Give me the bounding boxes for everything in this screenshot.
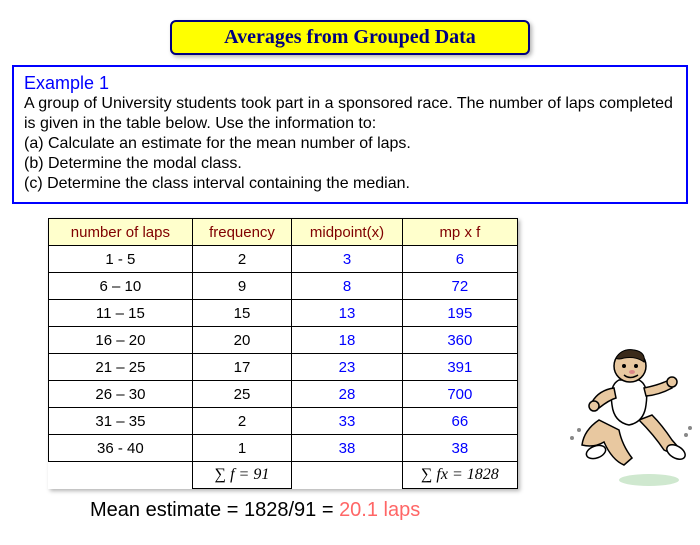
table-sum-row: ∑ f = 91 ∑ fx = 1828: [49, 462, 518, 489]
cell-mpxf: 72: [402, 273, 517, 300]
table-row: 11 – 151513195: [49, 300, 518, 327]
mean-prefix: Mean estimate = 1828/91 =: [90, 499, 339, 521]
cell-laps: 36 - 40: [49, 435, 193, 462]
cell-mpxf: 195: [402, 300, 517, 327]
table-header-row: number of laps frequency midpoint(x) mp …: [49, 219, 518, 246]
example-box: Example 1 A group of University students…: [12, 65, 688, 204]
data-table-wrap: number of laps frequency midpoint(x) mp …: [48, 218, 518, 489]
cell-frequency: 15: [192, 300, 291, 327]
cell-mpxf: 360: [402, 327, 517, 354]
table-row: 31 – 3523366: [49, 408, 518, 435]
cell-mpxf: 6: [402, 246, 517, 273]
table-row: 6 – 109872: [49, 273, 518, 300]
cell-frequency: 17: [192, 354, 291, 381]
cell-mpxf: 391: [402, 354, 517, 381]
table-row: 21 – 251723391: [49, 354, 518, 381]
cell-laps: 11 – 15: [49, 300, 193, 327]
cell-frequency: 9: [192, 273, 291, 300]
cell-mpxf: 38: [402, 435, 517, 462]
cell-midpoint: 38: [292, 435, 403, 462]
runner-icon: [564, 330, 694, 490]
cell-laps: 16 – 20: [49, 327, 193, 354]
data-table: number of laps frequency midpoint(x) mp …: [48, 218, 518, 489]
sum-f: ∑ f = 91: [192, 462, 291, 489]
cell-laps: 31 – 35: [49, 408, 193, 435]
cell-frequency: 2: [192, 246, 291, 273]
example-part-c: (c) Determine the class interval contain…: [24, 174, 676, 194]
example-part-a: (a) Calculate an estimate for the mean n…: [24, 134, 676, 154]
cell-midpoint: 33: [292, 408, 403, 435]
title-banner: Averages from Grouped Data: [170, 20, 530, 55]
header-midpoint: midpoint(x): [292, 219, 403, 246]
cell-laps: 21 – 25: [49, 354, 193, 381]
cell-frequency: 2: [192, 408, 291, 435]
cell-laps: 1 - 5: [49, 246, 193, 273]
sum-fx: ∑ fx = 1828: [402, 462, 517, 489]
cell-midpoint: 8: [292, 273, 403, 300]
cell-frequency: 1: [192, 435, 291, 462]
header-frequency: frequency: [192, 219, 291, 246]
example-part-b: (b) Determine the modal class.: [24, 154, 676, 174]
header-mpxf: mp x f: [402, 219, 517, 246]
cell-midpoint: 18: [292, 327, 403, 354]
table-row: 16 – 202018360: [49, 327, 518, 354]
cell-midpoint: 13: [292, 300, 403, 327]
table-row: 26 – 302528700: [49, 381, 518, 408]
header-laps: number of laps: [49, 219, 193, 246]
mean-estimate: Mean estimate = 1828/91 = 20.1 laps: [90, 499, 700, 522]
cell-midpoint: 3: [292, 246, 403, 273]
table-row: 36 - 4013838: [49, 435, 518, 462]
table-row: 1 - 5236: [49, 246, 518, 273]
cell-laps: 26 – 30: [49, 381, 193, 408]
page-title: Averages from Grouped Data: [224, 26, 476, 48]
cell-frequency: 25: [192, 381, 291, 408]
cell-midpoint: 23: [292, 354, 403, 381]
mean-result: 20.1 laps: [339, 499, 420, 521]
cell-mpxf: 66: [402, 408, 517, 435]
cell-laps: 6 – 10: [49, 273, 193, 300]
example-heading: Example 1: [24, 73, 676, 94]
cell-frequency: 20: [192, 327, 291, 354]
cell-midpoint: 28: [292, 381, 403, 408]
example-intro: A group of University students took part…: [24, 94, 676, 134]
cell-mpxf: 700: [402, 381, 517, 408]
runner-illustration: [564, 330, 694, 490]
